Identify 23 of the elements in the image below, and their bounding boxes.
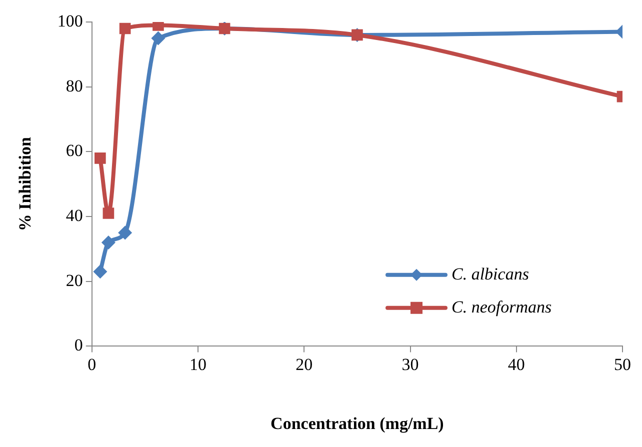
y-tick-label: 100 [57, 11, 83, 30]
x-tick-label: 40 [508, 354, 525, 374]
legend-label: C. neoformans [452, 297, 552, 316]
point [93, 264, 108, 279]
y-axis-title: % Inhibition [16, 136, 35, 232]
point [94, 152, 106, 164]
y-tick-label: 40 [66, 206, 83, 225]
x-tick-label: 30 [402, 354, 419, 374]
x-tick-label: 10 [190, 354, 207, 374]
y-tick-label: 80 [66, 76, 83, 96]
point [118, 226, 132, 240]
y-tick-label: 60 [66, 141, 83, 160]
legend-label: C. albicans [452, 264, 530, 284]
point [102, 208, 114, 219]
x-tick-label: 0 [88, 354, 96, 374]
x-axis-title: Concentration (mg/mL) [270, 414, 444, 434]
y-tick-label: 20 [66, 270, 83, 290]
x-tick-label: 50 [614, 354, 631, 374]
y-tick-label: 0 [74, 336, 83, 355]
point [101, 235, 116, 250]
x-tick-label: 20 [296, 354, 313, 374]
point [119, 22, 131, 34]
point [151, 31, 166, 46]
